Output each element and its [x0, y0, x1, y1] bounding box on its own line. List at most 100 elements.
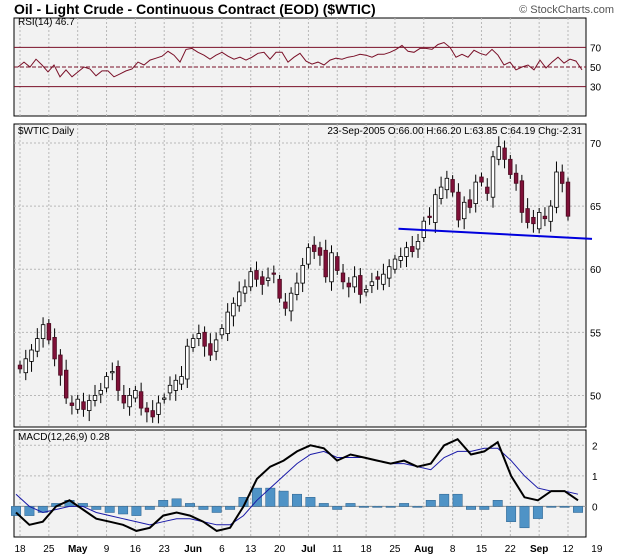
candle [87, 400, 92, 412]
candle [190, 338, 196, 348]
macd-line [15, 437, 579, 532]
candle [133, 389, 138, 399]
macd-histogram-bar [479, 506, 490, 510]
macd-histogram-bar [425, 500, 436, 507]
candle [288, 292, 294, 312]
copyright-text: © StockCharts.com [519, 4, 614, 16]
candle [265, 277, 271, 281]
macd-histogram-bar [466, 506, 476, 510]
candle [196, 333, 201, 340]
macd-histogram-bar [559, 506, 570, 508]
candle [104, 376, 109, 389]
candle [283, 301, 288, 309]
candle [81, 401, 86, 410]
macd-histogram-bar [131, 506, 142, 516]
x-tick-label: 11 [332, 544, 343, 555]
candle [467, 199, 473, 208]
price-tick-label: 50 [590, 391, 602, 402]
candle [398, 256, 403, 261]
candle [242, 286, 248, 294]
macd-histogram-bar [225, 506, 236, 510]
candle [363, 288, 369, 293]
macd-histogram-bar [345, 503, 356, 507]
candle [46, 323, 52, 341]
candle [381, 273, 386, 285]
candle [167, 384, 173, 394]
x-tick-label: 25 [43, 544, 55, 555]
candle [427, 215, 432, 218]
candle [461, 201, 467, 220]
macd-histogram-bar [118, 506, 129, 515]
rsi-tick-label: 50 [590, 63, 602, 74]
macd-histogram-bar [211, 506, 222, 513]
price-tick-label: 55 [590, 328, 602, 339]
x-tick-label: 8 [450, 544, 456, 555]
macd-histogram-bar [11, 506, 21, 516]
x-tick-label: 20 [274, 544, 286, 555]
macd-histogram-bar [532, 506, 543, 519]
rsi-panel: RSI(14) 46.7 70 50 30 [13, 17, 602, 117]
candle [433, 194, 438, 223]
x-tick-label: 15 [476, 544, 488, 555]
candle [317, 247, 323, 256]
candle [260, 276, 265, 285]
rsi-axis-labels: 70 50 30 [590, 43, 602, 93]
support-trendline [398, 227, 593, 240]
candle [508, 158, 513, 175]
candle [98, 389, 103, 395]
candle [369, 281, 375, 286]
x-tick-label: Jun [184, 544, 202, 555]
macd-histogram-bar [171, 498, 182, 507]
x-tick-label: 6 [219, 544, 225, 555]
candle [450, 179, 455, 193]
price-panel: $WTIC Daily 23-Sep-2005 O:66.00 H:66.20 … [13, 123, 602, 428]
rsi-tick-label: 30 [590, 83, 602, 94]
candle [392, 258, 398, 270]
candle [179, 376, 184, 385]
candle [438, 186, 444, 199]
x-tick-label: 13 [245, 544, 257, 555]
candle [300, 264, 305, 284]
candle [150, 410, 155, 418]
price-info: 23-Sep-2005 O:66.00 H:66.20 L:63.85 C:64… [327, 126, 582, 137]
price-tick-label: 65 [590, 202, 602, 213]
x-tick-label: 19 [591, 544, 603, 555]
candle [115, 365, 121, 391]
candle [271, 272, 276, 275]
candle [156, 402, 161, 415]
macd-histogram-bar [506, 506, 517, 522]
candle [248, 271, 253, 288]
candle [548, 205, 553, 222]
candle [173, 379, 178, 391]
candle [29, 349, 34, 362]
macd-histogram [11, 487, 583, 529]
price-axis-labels: 70 65 60 55 50 [590, 139, 602, 403]
price-symbol-label: $WTIC Daily [18, 126, 74, 137]
candle [479, 176, 484, 183]
candle [40, 324, 46, 340]
macd-axis-labels: 2 1 0 [592, 441, 598, 513]
candle [52, 336, 57, 360]
candle [415, 240, 421, 250]
candle [185, 345, 190, 380]
price-tick-label: 60 [590, 265, 602, 276]
macd-histogram-bar [399, 503, 410, 507]
candle [127, 394, 132, 408]
candle [236, 291, 242, 307]
x-axis-labels: 18 25 May 9 16 23 Jun 6 13 20 Jul 11 18 25 Aug 8 15 22 Sep… [14, 544, 602, 555]
macd-histogram-bar [251, 487, 262, 507]
candle [17, 364, 23, 370]
x-tick-label: 22 [505, 544, 517, 555]
candle [323, 249, 328, 278]
macd-histogram-bar [573, 506, 583, 513]
candle [537, 211, 542, 230]
candle [69, 402, 75, 406]
macd-tick-label: 1 [592, 472, 598, 483]
price-panel-frame [13, 123, 587, 428]
candle [58, 354, 63, 376]
candle [410, 246, 415, 252]
price-tick-label: 70 [590, 139, 602, 150]
x-tick-label: 16 [130, 544, 142, 555]
candle [542, 215, 548, 220]
